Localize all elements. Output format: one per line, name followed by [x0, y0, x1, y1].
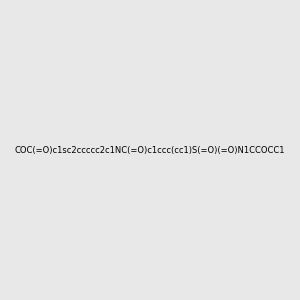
Text: COC(=O)c1sc2ccccc2c1NC(=O)c1ccc(cc1)S(=O)(=O)N1CCOCC1: COC(=O)c1sc2ccccc2c1NC(=O)c1ccc(cc1)S(=O… [15, 146, 285, 154]
